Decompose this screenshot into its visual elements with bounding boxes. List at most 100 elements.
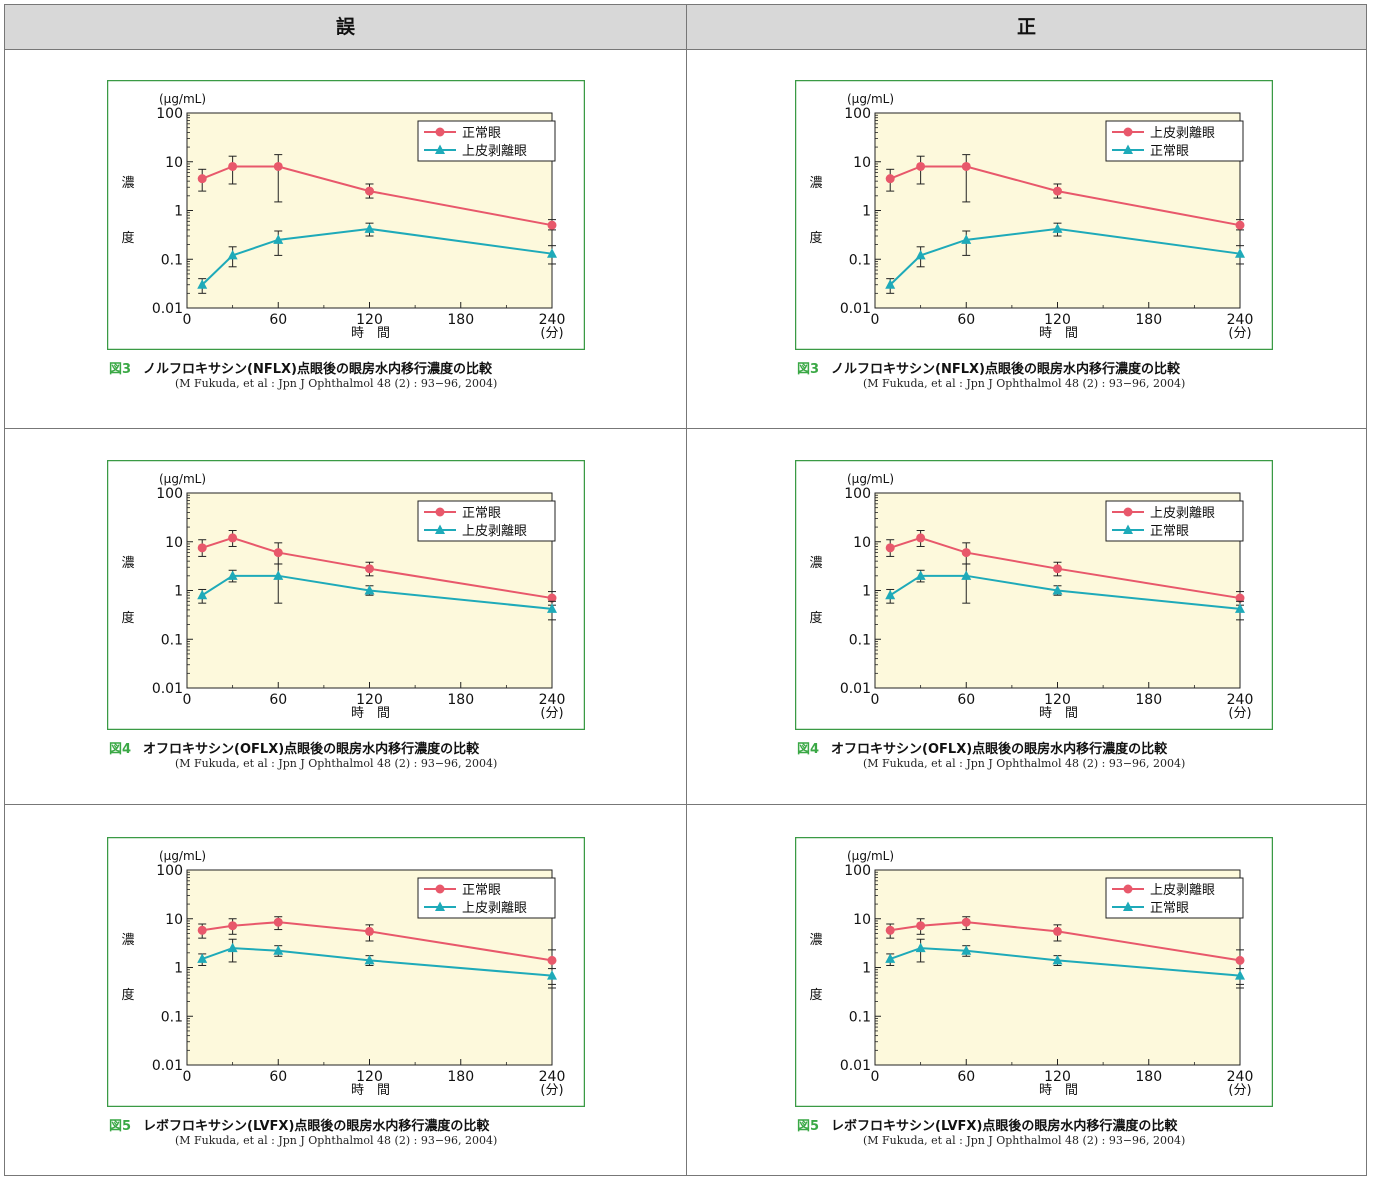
x-tick-label: 0 xyxy=(183,1069,192,1085)
data-point xyxy=(885,279,896,289)
unit-label: (μg/mL) xyxy=(847,472,894,486)
data-point xyxy=(273,161,283,171)
data-point xyxy=(1235,603,1245,613)
data-point xyxy=(197,589,208,600)
data-point xyxy=(1053,564,1062,574)
y-tick-label: 100 xyxy=(156,863,183,879)
y-tick-label: 1 xyxy=(174,584,183,600)
legend-item: 正常眼 xyxy=(424,506,501,521)
x-tick-label: 180 xyxy=(447,1069,474,1085)
y-tick-label: 0.1 xyxy=(161,1009,183,1025)
x-tick-label: 240 xyxy=(1227,692,1254,708)
figure-citation: (M Fukuda, et al : Jpn J Ophthalmol 48 (… xyxy=(863,377,1186,390)
row-divider-1 xyxy=(5,428,1366,429)
y-tick-label: 0.01 xyxy=(152,301,183,317)
figure-caption: 図4 オフロキサシン(OFLX)点眼後の眼房水内移行濃度の比較 xyxy=(797,738,1167,757)
data-point xyxy=(916,921,926,931)
y-tick-label: 0.1 xyxy=(849,632,871,648)
data-point xyxy=(227,249,238,260)
figure-number: 図5 xyxy=(797,1119,820,1134)
figure-caption: 図5 レボフロキサシン(LVFX)点眼後の眼房水内移行濃度の比較 xyxy=(109,1115,489,1134)
y-axis-label-2: 度 xyxy=(809,987,822,1003)
x-tick-label: 180 xyxy=(447,692,474,708)
figure-caption: 図5 レボフロキサシン(LVFX)点眼後の眼房水内移行濃度の比較 xyxy=(797,1115,1177,1134)
x-tick-label: 120 xyxy=(1044,1069,1071,1085)
series-1 xyxy=(197,530,557,606)
data-point xyxy=(365,186,374,196)
x-axis-label: 時 間 xyxy=(1039,706,1078,721)
chart-1: (μg/mL) 100 10 1 0.1 0.01 0 60 120 180 240 時 間 (分) 濃度… xyxy=(106,79,586,351)
chart-svg: (μg/mL)100 10 1 0.1 0.010 60 120 180 240 時 間 (分) 濃度… xyxy=(106,79,586,351)
y-axis-label-2: 度 xyxy=(121,987,134,1003)
y-tick-label: 0.01 xyxy=(152,681,183,697)
series-2 xyxy=(885,563,1245,621)
x-tick-label: 180 xyxy=(447,312,474,328)
figure-title: オフロキサシン(OFLX)点眼後の眼房水内移行濃度の比較 xyxy=(143,742,480,757)
figure-citation: (M Fukuda, et al : Jpn J Ophthalmol 48 (… xyxy=(175,1134,498,1147)
data-point xyxy=(961,917,971,927)
data-point xyxy=(916,533,926,543)
y-tick-label: 10 xyxy=(853,912,871,928)
legend-item: 正常眼 xyxy=(424,883,501,898)
y-axis-label-1: 濃 xyxy=(809,933,822,948)
y-tick-label: 1 xyxy=(862,961,871,977)
data-point xyxy=(1052,585,1063,595)
y-tick-label: 100 xyxy=(156,486,183,502)
y-tick-label: 0.1 xyxy=(849,1009,871,1025)
x-tick-label: 240 xyxy=(539,312,566,328)
table-header: 誤 正 xyxy=(5,5,1366,50)
x-tick-label: 180 xyxy=(1135,1069,1162,1085)
figure-title: オフロキサシン(OFLX)点眼後の眼房水内移行濃度の比較 xyxy=(831,742,1168,757)
figure-citation: (M Fukuda, et al : Jpn J Ophthalmol 48 (… xyxy=(863,757,1186,770)
unit-label: (μg/mL) xyxy=(847,92,894,106)
legend-label: 上皮剥離眼 xyxy=(462,524,527,539)
data-point xyxy=(915,249,926,260)
figure-number: 図3 xyxy=(797,362,820,377)
y-tick-label: 10 xyxy=(853,155,871,171)
series-2 xyxy=(197,938,557,989)
chart-3: (μg/mL) 100 10 1 0.1 0.01 0 60 120 180 240 時 間 (分) 濃度… xyxy=(106,459,586,731)
data-point xyxy=(197,543,207,553)
legend-label: 上皮剥離眼 xyxy=(462,144,527,159)
y-tick-label: 10 xyxy=(165,535,183,551)
y-tick-label: 0.1 xyxy=(161,632,183,648)
x-tick-label: 240 xyxy=(539,1069,566,1085)
unit-label: (μg/mL) xyxy=(159,92,206,106)
chart-6: (μg/mL) 100 10 1 0.1 0.01 0 60 120 180 240 時 間 (分) 濃度… xyxy=(794,836,1274,1108)
series-2 xyxy=(197,563,557,621)
data-point xyxy=(197,174,207,184)
legend-item: 正常眼 xyxy=(1112,144,1189,159)
unit-label: (μg/mL) xyxy=(847,849,894,863)
series-1 xyxy=(885,154,1245,231)
figure-title: レボフロキサシン(LVFX)点眼後の眼房水内移行濃度の比較 xyxy=(143,1119,490,1134)
figure-number: 図5 xyxy=(109,1119,132,1134)
data-point xyxy=(273,917,283,927)
x-tick-label: 120 xyxy=(1044,312,1071,328)
y-tick-label: 1 xyxy=(174,204,183,220)
data-point xyxy=(1235,970,1245,980)
data-point xyxy=(915,942,926,953)
x-tick-label: 240 xyxy=(1227,1069,1254,1085)
x-axis-label: 時 間 xyxy=(1039,1083,1078,1098)
data-point xyxy=(1235,593,1245,603)
figure-citation: (M Fukuda, et al : Jpn J Ophthalmol 48 (… xyxy=(175,377,498,390)
y-tick-label: 0.01 xyxy=(152,1058,183,1074)
legend-item: 上皮剥離眼 xyxy=(1112,506,1215,521)
y-axis-label-1: 濃 xyxy=(121,556,134,571)
x-unit-label: (分) xyxy=(540,1083,563,1098)
data-point xyxy=(547,220,557,230)
legend-label: 正常眼 xyxy=(1150,524,1189,539)
data-point xyxy=(961,570,972,580)
data-point xyxy=(197,279,208,289)
y-axis-label-1: 濃 xyxy=(809,176,822,191)
figure-title: ノルフロキサシン(NFLX)点眼後の眼房水内移行濃度の比較 xyxy=(831,362,1180,377)
legend-label: 正常眼 xyxy=(1150,144,1189,159)
x-unit-label: (分) xyxy=(540,326,563,341)
unit-label: (μg/mL) xyxy=(159,472,206,486)
series-2 xyxy=(885,222,1245,294)
data-point xyxy=(1235,955,1245,965)
y-tick-label: 10 xyxy=(165,155,183,171)
